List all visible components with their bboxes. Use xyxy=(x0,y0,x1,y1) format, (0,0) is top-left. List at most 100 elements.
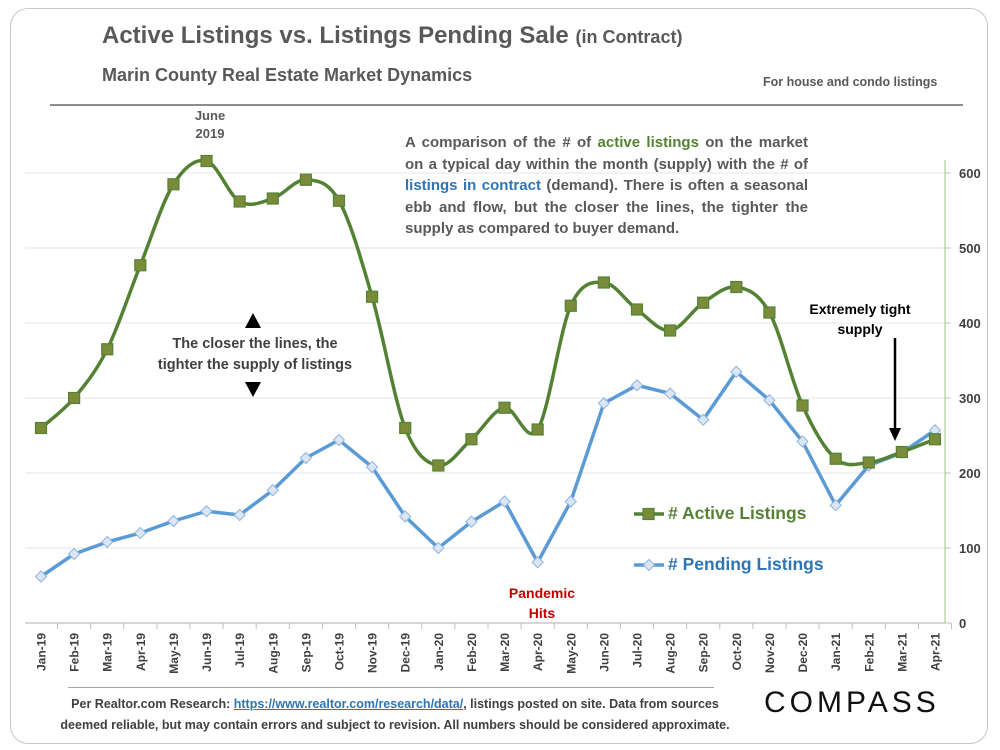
pending-point-Aug-19 xyxy=(266,484,279,497)
x-tick-label-Jul-19: Jul-19 xyxy=(233,633,247,668)
pandemic-annotation: Pandemic Hits xyxy=(508,585,576,621)
legend-pending-label: # Pending Listings xyxy=(668,554,824,574)
x-tick-label-Mar-19: Mar-19 xyxy=(101,633,115,672)
tight-supply-annotation: Extremely tight supply xyxy=(809,301,911,337)
y-tick-label-0: 0 xyxy=(959,616,966,631)
pending-point-May-19 xyxy=(167,514,180,528)
source-link[interactable]: https://www.realtor.com/research/data/ xyxy=(233,697,464,711)
x-tick-label-Apr-20: Apr-20 xyxy=(531,633,545,671)
y-tick-label-600: 600 xyxy=(959,166,981,181)
active-point-Dec-20 xyxy=(796,399,809,412)
pending-point-Aug-20 xyxy=(663,387,677,400)
pending-point-Feb-19 xyxy=(67,547,81,561)
active-point-Dec-19 xyxy=(399,421,412,435)
pending-point-Apr-19 xyxy=(134,526,147,540)
up-triangle-icon xyxy=(245,313,261,328)
y-tick-label-300: 300 xyxy=(959,391,981,406)
pending-point-Mar-20 xyxy=(498,495,511,508)
pending-point-Oct-20 xyxy=(730,365,743,378)
x-tick-label-May-19: May-19 xyxy=(167,633,181,674)
down-triangle-icon xyxy=(245,382,261,397)
footer-rule xyxy=(68,687,714,688)
pending-point-Sep-20 xyxy=(696,413,710,426)
x-tick-label-Apr-21: Apr-21 xyxy=(928,633,942,671)
x-tick-label-Apr-19: Apr-19 xyxy=(134,633,148,671)
pending-point-Feb-20 xyxy=(465,515,478,528)
active-point-Aug-19 xyxy=(266,192,279,205)
active-point-Apr-21 xyxy=(928,433,942,446)
active-point-Jun-19 xyxy=(200,154,213,168)
pending-point-Sep-19 xyxy=(299,451,313,465)
active-point-Jul-20 xyxy=(630,303,644,316)
x-tick-label-Oct-20: Oct-20 xyxy=(730,633,744,671)
x-tick-label-Aug-20: Aug-20 xyxy=(664,633,678,674)
active-point-Aug-20 xyxy=(663,324,677,337)
active-point-Jan-21 xyxy=(829,452,842,465)
pending-point-Mar-19 xyxy=(101,535,114,549)
chart-subtitle: Marin County Real Estate Market Dynamics xyxy=(102,65,473,85)
x-tick-label-Sep-19: Sep-19 xyxy=(299,633,313,673)
legend-active-label: # Active Listings xyxy=(668,503,807,523)
x-tick-label-Feb-20: Feb-20 xyxy=(465,633,479,672)
closer-lines-annotation: The closer the lines, the tighter the sup… xyxy=(157,336,353,373)
active-point-Feb-20 xyxy=(465,433,478,446)
scope-note: For house and condo listings xyxy=(763,75,938,89)
x-tick-label-Jan-21: Jan-21 xyxy=(829,633,843,671)
pending-point-Jun-20 xyxy=(597,397,611,410)
active-point-Nov-20 xyxy=(763,306,776,319)
active-point-May-19 xyxy=(167,178,180,191)
active-point-Jul-19 xyxy=(233,195,246,208)
active-point-Feb-19 xyxy=(68,391,81,405)
source-footer: Per Realtor.com Research: https://www.re… xyxy=(60,697,730,732)
pending-point-Jun-19 xyxy=(200,505,213,518)
x-tick-label-Aug-19: Aug-19 xyxy=(266,633,280,674)
active-point-Jan-20 xyxy=(432,459,445,472)
x-tick-label-Feb-21: Feb-21 xyxy=(862,633,876,672)
x-tick-label-Sep-20: Sep-20 xyxy=(697,633,711,673)
x-tick-label-Jun-20: Jun-20 xyxy=(597,633,611,672)
x-tick-label-Jun-19: Jun-19 xyxy=(200,633,214,672)
header-rule-left xyxy=(50,104,240,106)
chart-frame xyxy=(10,8,988,744)
pending-point-Jul-20 xyxy=(630,379,644,392)
pending-point-Jan-21 xyxy=(829,499,842,512)
x-tick-label-Nov-19: Nov-19 xyxy=(366,633,380,673)
active-series-line xyxy=(39,158,936,468)
pending-point-Jan-20 xyxy=(432,541,445,555)
x-tick-label-Mar-20: Mar-20 xyxy=(498,633,512,672)
x-tick-label-Dec-20: Dec-20 xyxy=(796,633,810,673)
june-2019-annotation: June 2019 xyxy=(194,108,226,141)
x-tick-label-Nov-20: Nov-20 xyxy=(763,633,777,673)
active-point-Nov-19 xyxy=(366,290,379,303)
active-point-Sep-20 xyxy=(697,296,710,309)
active-point-May-20 xyxy=(564,299,577,312)
pending-point-Jan-19 xyxy=(34,570,48,583)
active-point-Jun-20 xyxy=(597,276,610,289)
y-tick-label-200: 200 xyxy=(959,466,981,481)
active-point-Apr-19 xyxy=(134,259,147,272)
active-point-Oct-19 xyxy=(332,194,346,207)
active-point-Sep-19 xyxy=(299,173,312,186)
x-tick-label-Mar-21: Mar-21 xyxy=(895,633,909,672)
legend-active-marker xyxy=(642,507,655,521)
active-point-Oct-20 xyxy=(730,280,743,294)
pending-point-Nov-19 xyxy=(365,460,379,474)
legend-pending-marker xyxy=(642,558,656,572)
x-tick-label-Oct-19: Oct-19 xyxy=(332,633,346,671)
y-tick-label-400: 400 xyxy=(959,316,981,331)
pending-series-line xyxy=(40,370,936,578)
pending-point-Jul-19 xyxy=(233,508,246,522)
x-tick-label-Jan-20: Jan-20 xyxy=(432,633,446,671)
pending-point-Nov-20 xyxy=(763,394,776,407)
x-tick-label-Feb-19: Feb-19 xyxy=(68,633,82,672)
active-point-Jan-19 xyxy=(34,421,48,435)
active-point-Mar-20 xyxy=(498,401,511,414)
y-tick-label-100: 100 xyxy=(959,541,981,556)
pending-point-Dec-20 xyxy=(796,435,809,448)
pending-point-May-20 xyxy=(564,495,577,508)
active-point-Mar-19 xyxy=(101,343,114,356)
tight-supply-arrowhead-icon xyxy=(889,428,901,441)
description-annotation: A comparison of the # of active listings… xyxy=(405,134,809,237)
header-rule-right xyxy=(240,104,963,106)
